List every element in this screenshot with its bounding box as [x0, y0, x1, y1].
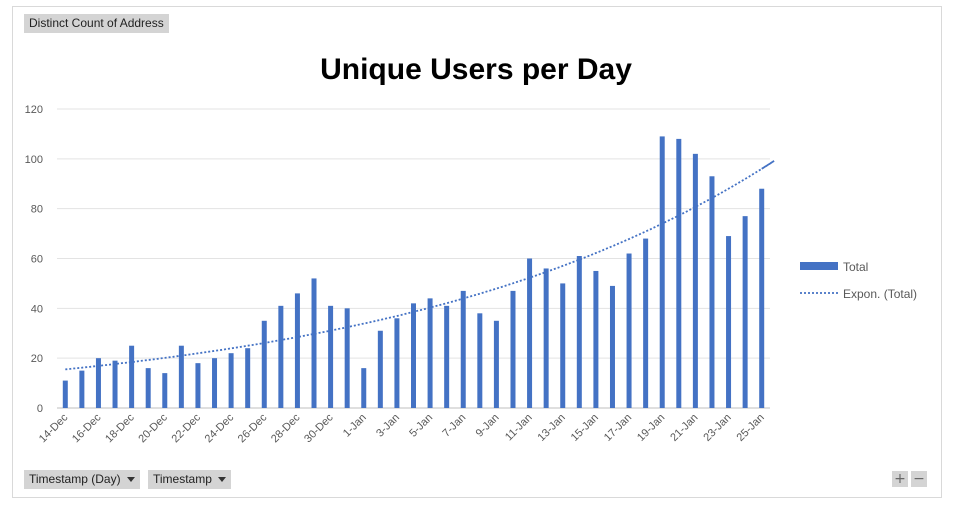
bar[interactable] [477, 313, 483, 408]
y-tick-label: 80 [31, 204, 43, 216]
bar[interactable] [112, 360, 118, 408]
axis-field-button-timestamp[interactable]: Timestamp [148, 470, 231, 489]
trendline-path [65, 160, 775, 371]
x-tick-label: 15-Jan [569, 412, 601, 444]
y-tick-label: 100 [25, 154, 43, 166]
bar[interactable] [726, 236, 732, 408]
axis-field-label: Timestamp [153, 472, 212, 486]
x-tick-label: 5-Jan [407, 412, 435, 440]
value-field-label: Distinct Count of Address [29, 16, 164, 30]
bar-series-total[interactable] [62, 136, 765, 409]
bar[interactable] [294, 293, 300, 408]
y-tick-label: 20 [31, 353, 43, 365]
bar[interactable] [493, 320, 499, 408]
bar[interactable] [328, 305, 334, 408]
dropdown-arrow-icon [126, 477, 135, 483]
bar[interactable] [178, 345, 184, 408]
bar[interactable] [212, 358, 218, 408]
gridlines [57, 108, 770, 409]
bar[interactable] [261, 320, 267, 408]
x-tick-label: 19-Jan [635, 412, 667, 444]
bar[interactable] [659, 136, 665, 409]
bar[interactable] [278, 305, 284, 408]
bar[interactable] [245, 348, 251, 408]
bar[interactable] [742, 216, 748, 408]
legend: Total Expon. (Total) [800, 260, 917, 301]
chart-frame [12, 6, 942, 498]
bar[interactable] [676, 138, 682, 408]
bar[interactable] [195, 363, 201, 408]
bar[interactable] [692, 153, 698, 408]
x-tick-label: 18-Dec [103, 411, 137, 445]
x-tick-label: 1-Jan [341, 412, 369, 440]
chart-title: Unique Users per Day [320, 53, 632, 86]
x-tick-label: 25-Jan [735, 412, 767, 444]
x-tick-label: 3-Jan [374, 412, 402, 440]
axis-field-label: Timestamp (Day) [29, 472, 121, 486]
bar[interactable] [62, 380, 68, 408]
bar[interactable] [444, 305, 450, 408]
bar[interactable] [460, 290, 466, 408]
x-tick-label: 24-Dec [203, 411, 237, 445]
legend-label-trendline: Expon. (Total) [843, 287, 917, 301]
x-tick-label: 16-Dec [70, 411, 104, 445]
x-tick-label: 11-Jan [503, 412, 535, 444]
bar[interactable] [361, 368, 367, 408]
y-tick-label: 0 [37, 403, 43, 415]
x-tick-label: 14-Dec [37, 411, 71, 445]
bar[interactable] [344, 308, 350, 408]
x-tick-label: 26-Dec [236, 411, 270, 445]
x-tick-label: 9-Jan [474, 412, 502, 440]
bar[interactable] [377, 330, 383, 408]
y-tick-label: 40 [31, 303, 43, 315]
x-tick-label: 13-Jan [536, 412, 568, 444]
bar[interactable] [394, 318, 400, 408]
y-tick-label: 120 [25, 104, 43, 116]
bar[interactable] [129, 345, 135, 408]
bar[interactable] [593, 270, 599, 408]
x-tick-label: 28-Dec [269, 411, 303, 445]
x-tick-label: 30-Dec [302, 411, 336, 445]
bar[interactable] [411, 303, 416, 408]
x-tick-label: 21-Jan [668, 412, 700, 444]
bar[interactable] [626, 253, 632, 408]
x-tick-label: 7-Jan [440, 412, 468, 440]
bar[interactable] [576, 256, 582, 408]
x-axis-ticks: 14-Dec 16-Dec 18-Dec 20-Dec 22-Dec 24-Dec 26-D… [37, 411, 767, 445]
bar[interactable] [759, 188, 765, 408]
legend-label-total: Total [843, 260, 868, 274]
bar[interactable] [228, 353, 234, 408]
bar[interactable] [162, 373, 168, 408]
collapse-field-button[interactable]: − [911, 471, 927, 487]
bar[interactable] [311, 278, 317, 408]
bar[interactable] [543, 268, 549, 408]
bar[interactable] [145, 368, 151, 408]
legend-swatch-total [800, 262, 838, 270]
bar[interactable] [79, 370, 85, 408]
bar[interactable] [643, 238, 649, 408]
y-tick-label: 60 [31, 254, 43, 266]
bar[interactable] [95, 358, 101, 408]
x-tick-label: 23-Jan [701, 412, 733, 444]
bar[interactable] [427, 298, 433, 408]
y-axis-ticks: 0 20 40 60 80 100 120 [25, 104, 43, 415]
trendline-expon [65, 160, 775, 371]
axis-field-button-timestamp-day[interactable]: Timestamp (Day) [24, 470, 140, 489]
x-tick-label: 22-Dec [169, 411, 203, 445]
bar[interactable] [527, 258, 533, 409]
value-field-button[interactable]: Distinct Count of Address [24, 14, 169, 33]
bar[interactable] [510, 290, 516, 408]
expand-field-button[interactable]: + [892, 471, 908, 487]
bar[interactable] [609, 285, 615, 408]
bar[interactable] [709, 176, 715, 408]
x-tick-label: 17-Jan [602, 412, 634, 444]
bar[interactable] [560, 283, 566, 408]
dropdown-arrow-icon [217, 477, 226, 483]
x-tick-label: 20-Dec [136, 411, 170, 445]
